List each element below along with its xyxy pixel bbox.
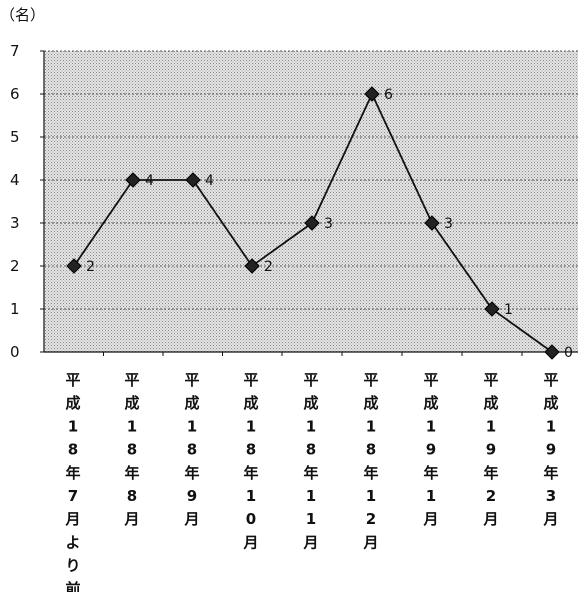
y-tick-label: 7 (10, 42, 20, 60)
data-label: 3 (324, 216, 333, 232)
y-tick-labels: 0 1 2 3 4 5 6 7 (10, 42, 20, 361)
y-tick-label: 2 (10, 257, 20, 275)
x-category-label: 平成 1 9 年 2 月 (482, 371, 498, 528)
x-category-label: 平成 1 8 年 1 0 月 (242, 371, 258, 551)
data-label: 4 (205, 173, 214, 189)
y-tick-label: 6 (10, 85, 20, 103)
x-category-label: 平成 1 8 年 7 月より前 (64, 371, 80, 592)
data-label: 0 (564, 345, 573, 361)
data-label: 2 (86, 259, 95, 275)
plot-area (44, 51, 578, 352)
y-tick-label: 3 (10, 214, 20, 232)
data-label: 4 (145, 173, 154, 189)
x-tick-labels: 平成 1 8 年 7 月より前 平成 1 8 年 8 月 平成 1 8 年 9 月 平成 1 8 年 1 0 月 平成 1 8 年 1 1 月… (64, 371, 558, 592)
y-unit-label: （名） (0, 6, 45, 24)
data-label: 2 (264, 259, 273, 275)
data-label: 6 (384, 87, 393, 103)
data-label: 1 (504, 302, 513, 318)
x-category-label: 平成 1 9 年 1 月 (422, 371, 438, 528)
x-category-label: 平成 1 8 年 8 月 (123, 371, 139, 528)
x-category-label: 平成 1 9 年 3 月 (542, 371, 558, 528)
y-tick-label: 5 (10, 128, 20, 146)
y-tick-label: 0 (10, 343, 20, 361)
x-category-label: 平成 1 8 年 9 月 (183, 371, 199, 528)
y-tick-label: 4 (10, 171, 20, 189)
x-category-label: 平成 1 8 年 1 1 月 (302, 371, 318, 551)
data-label: 3 (444, 216, 453, 232)
y-tick-label: 1 (10, 300, 20, 318)
x-category-label: 平成 1 8 年 1 2 月 (362, 371, 378, 551)
